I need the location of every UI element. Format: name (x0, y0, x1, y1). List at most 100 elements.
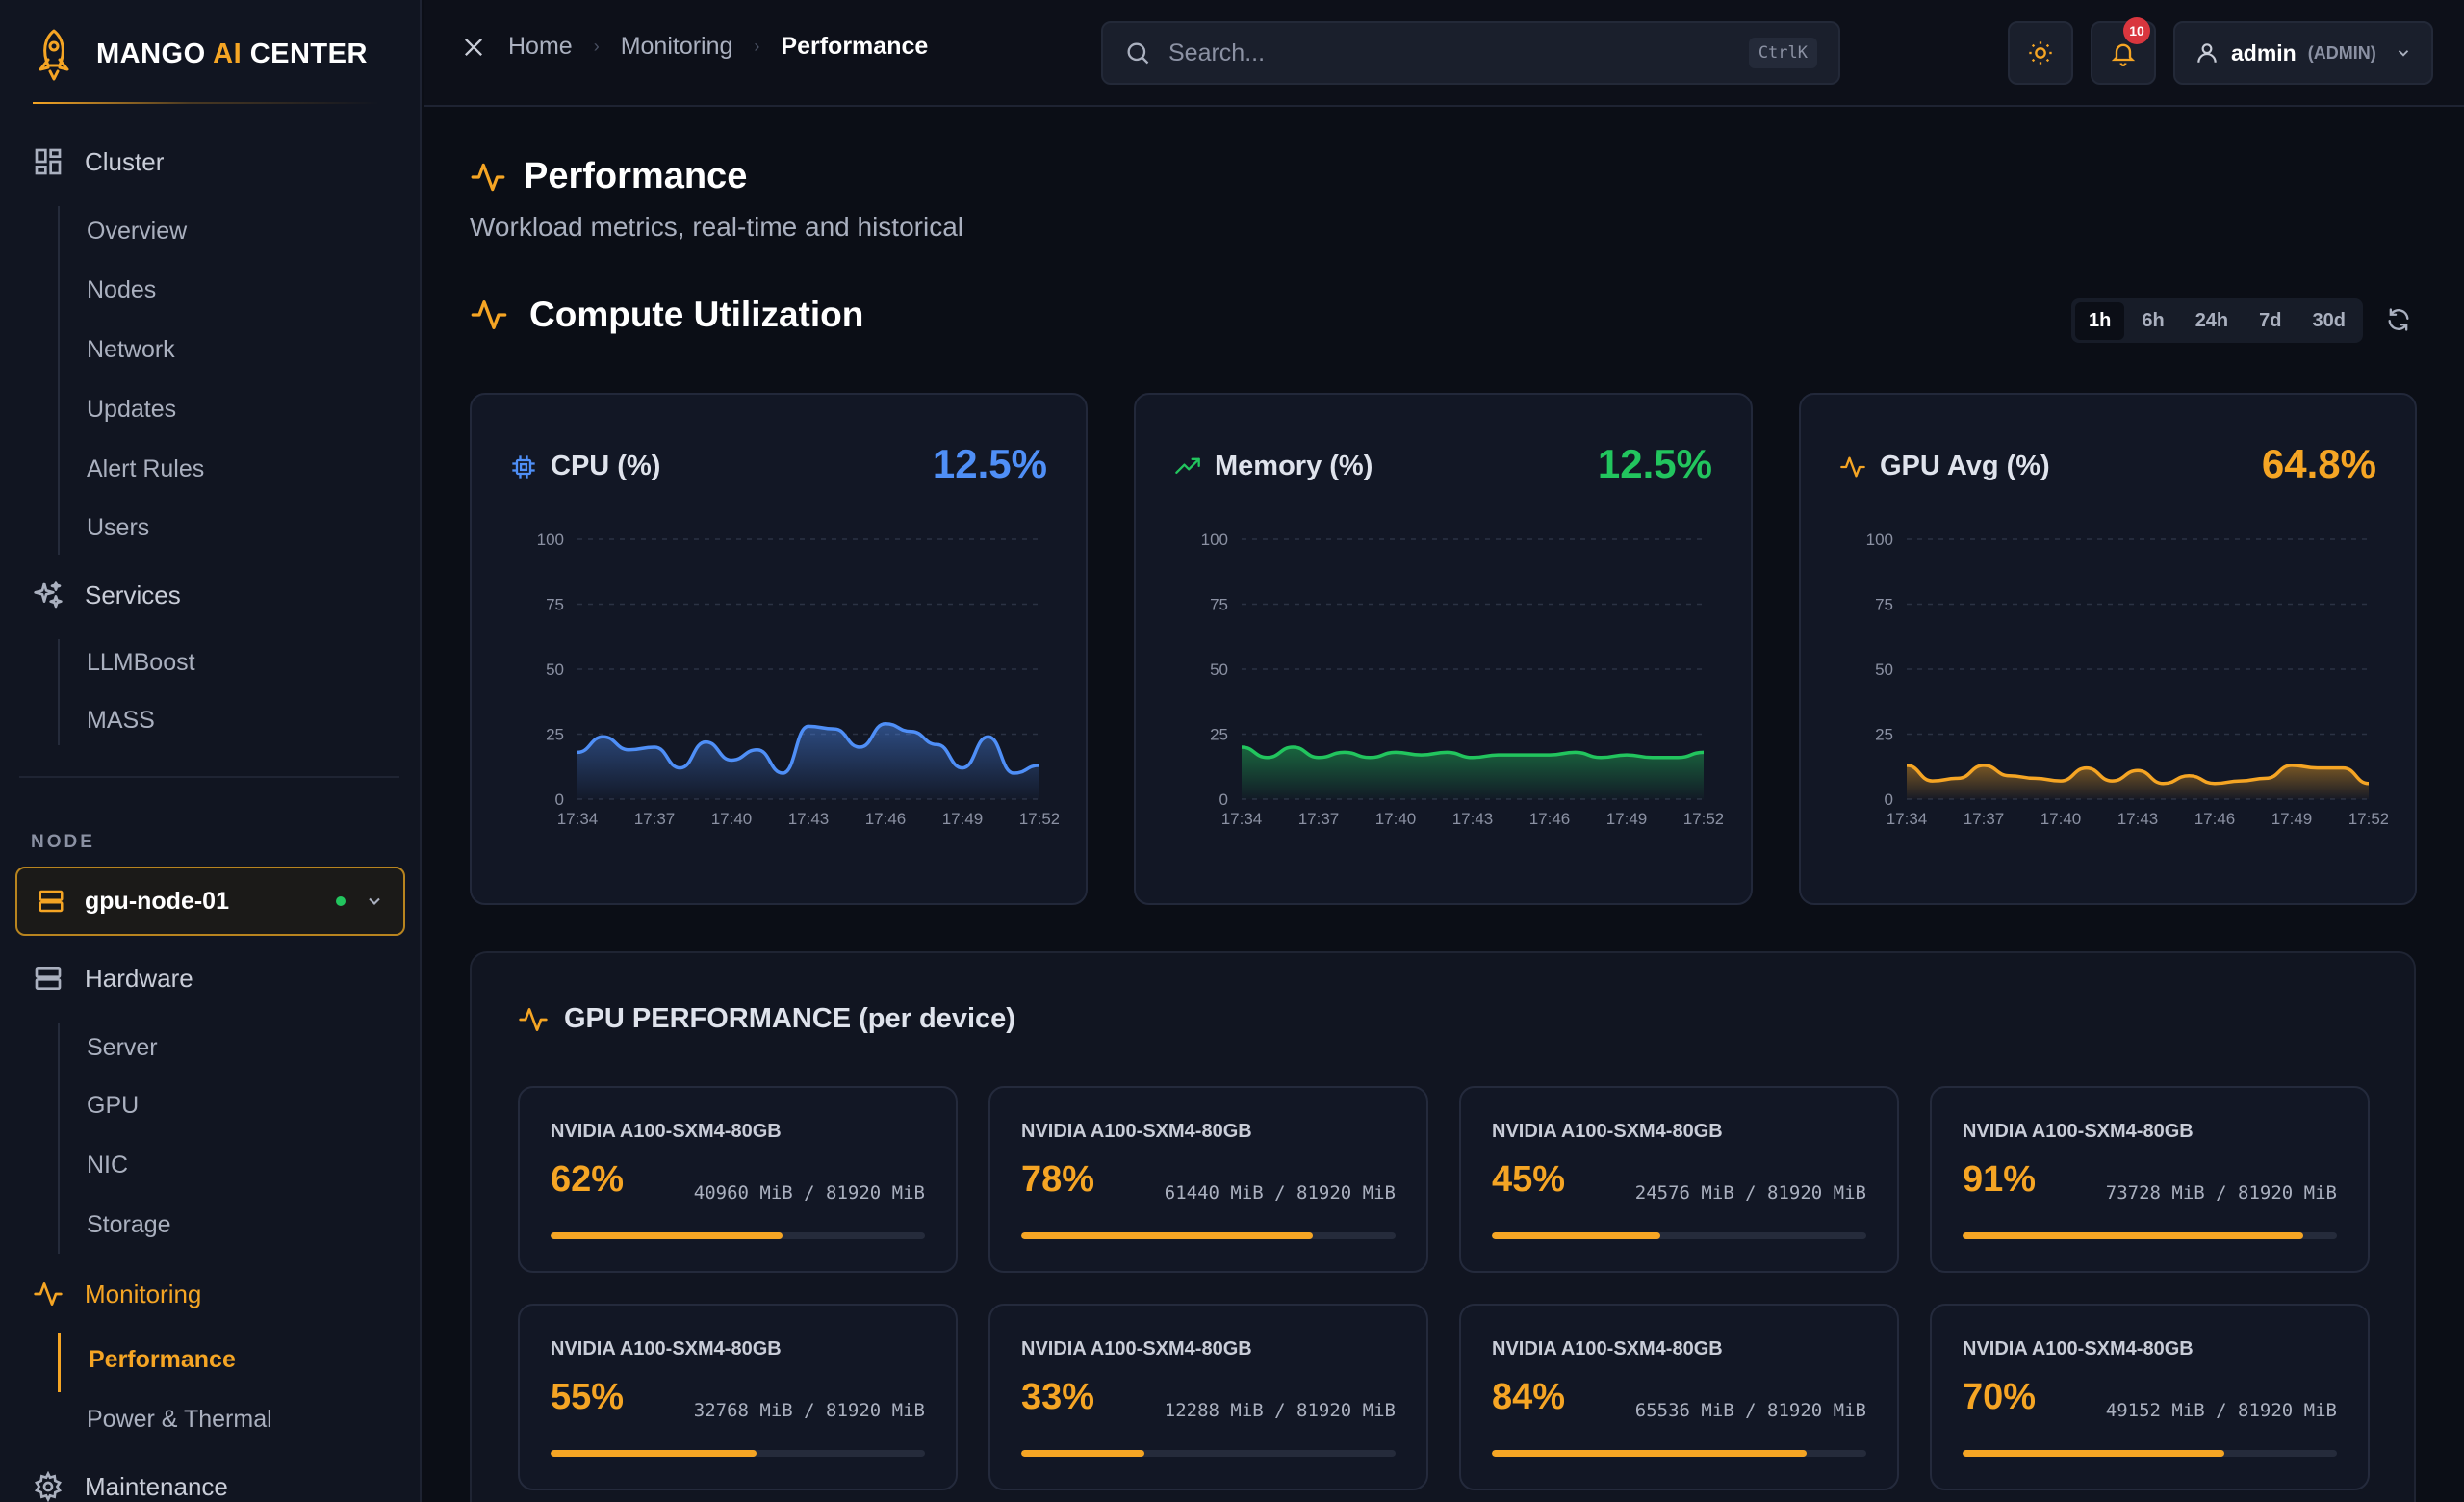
notifications-button[interactable]: 10 (2091, 17, 2156, 85)
sidebar-group-label: Hardware (85, 963, 193, 993)
gpu-panel-title: GPU PERFORMANCE (per device) (518, 1003, 1015, 1035)
sidebar-group-services[interactable]: Services (33, 580, 181, 610)
sidebar-item-mass[interactable]: MASS (87, 707, 155, 734)
metric-header: GPU Avg (%) (1839, 451, 2050, 482)
refresh-icon (2388, 308, 2409, 331)
logo-divider (33, 102, 379, 104)
sidebar-group-label: Maintenance (85, 1471, 228, 1501)
sidebar-item-gpu[interactable]: GPU (87, 1092, 140, 1119)
submenu-line (58, 1023, 60, 1254)
activity-icon (471, 300, 507, 329)
gpu-device-card[interactable]: NVIDIA A100-SXM4-80GB 62% 40960 MiB / 8192… (518, 1086, 958, 1273)
chart-y-tick-label: 0 (555, 790, 564, 809)
breadcrumb-current: Performance (781, 33, 929, 60)
gpu-device-card[interactable]: NVIDIA A100-SXM4-80GB 45% 24576 MiB / 8192… (1459, 1086, 1899, 1273)
chart-x-tick-label: 17:40 (1375, 810, 1417, 828)
sidebar-item-server[interactable]: Server (87, 1034, 158, 1061)
metric-label: GPU Avg (%) (1880, 451, 2050, 481)
search-input[interactable] (1168, 39, 1732, 67)
sidebar-group-cluster[interactable]: Cluster (33, 146, 164, 177)
gpu-device-name: NVIDIA A100-SXM4-80GB (1021, 1121, 1252, 1142)
sidebar-item-users[interactable]: Users (87, 514, 150, 541)
gpu-device-card[interactable]: NVIDIA A100-SXM4-80GB 78% 61440 MiB / 8192… (988, 1086, 1428, 1273)
activity-icon (471, 163, 505, 191)
grid-icon (35, 148, 62, 175)
sidebar-item-nic[interactable]: NIC (87, 1152, 129, 1178)
gpu-avg-chart: 0 25 50 75 100 17:34 17:37 17:40 17:43 17:46 17:49… (1866, 531, 2388, 828)
app-logo[interactable]: MANGO AI CENTER (33, 21, 368, 87)
sidebar-item-power-thermal[interactable]: Power & Thermal (87, 1406, 272, 1433)
gpu-device-card[interactable]: NVIDIA A100-SXM4-80GB 55% 32768 MiB / 8192… (518, 1304, 958, 1490)
node-selector[interactable]: gpu-node-01 (15, 867, 405, 936)
sidebar-item-nodes[interactable]: Nodes (87, 276, 157, 303)
gpu-device-card[interactable]: NVIDIA A100-SXM4-80GB 70% 49152 MiB / 8192… (1930, 1304, 2370, 1490)
chart-y-tick-label: 0 (1885, 790, 1893, 809)
gpu-utilization-bar (1492, 1232, 1866, 1239)
chart-y-tick-label: 25 (546, 726, 564, 744)
gpu-utilization-bar (1492, 1450, 1866, 1457)
breadcrumb-home[interactable]: Home (508, 33, 573, 60)
breadcrumb-monitoring[interactable]: Monitoring (620, 33, 733, 60)
gpu-utilization: 84% (1492, 1377, 1566, 1417)
time-range-24h[interactable]: 24h (2194, 309, 2229, 331)
chart-y-tick-label: 25 (1210, 726, 1228, 744)
theme-toggle-button[interactable] (2008, 21, 2073, 85)
bell-icon (2111, 43, 2136, 66)
gpu-device-card[interactable]: NVIDIA A100-SXM4-80GB 91% 73728 MiB / 8192… (1930, 1086, 2370, 1273)
gpu-device-card[interactable]: NVIDIA A100-SXM4-80GB 84% 65536 MiB / 8192… (1459, 1304, 1899, 1490)
metric-header: CPU (%) (510, 451, 660, 482)
cpu-icon (512, 454, 535, 479)
sidebar-item-overview[interactable]: Overview (87, 218, 188, 245)
page-title-text: Performance (524, 156, 748, 196)
chart-y-tick-label: 25 (1875, 726, 1893, 744)
app-title: MANGO AI CENTER (96, 38, 368, 69)
search-box[interactable]: CtrlK (1101, 21, 1840, 85)
node-section-label: NODE (31, 832, 95, 852)
sun-icon (2029, 41, 2052, 65)
submenu-line (58, 206, 60, 555)
gpu-avg-metric-card: GPU Avg (%) 64.8% 0 25 50 75 100 17:34 17:37 17… (1799, 393, 2417, 905)
metric-label: CPU (%) (551, 451, 661, 481)
chart-area-fill (578, 723, 1040, 799)
top-bar: Home › Monitoring › Performance CtrlK 10… (424, 0, 2464, 107)
sidebar-group-maintenance[interactable]: Maintenance (33, 1471, 228, 1502)
sidebar-item-llmboost[interactable]: LLMBoost (87, 649, 195, 676)
gpu-device-card[interactable]: NVIDIA A100-SXM4-80GB 33% 12288 MiB / 8192… (988, 1304, 1428, 1490)
sidebar-group-hardware[interactable]: Hardware (33, 963, 193, 994)
time-range-7d[interactable]: 7d (2259, 309, 2282, 331)
cpu-metric-card: CPU (%) 12.5% 0 25 50 75 100 17:34 17:37 17:40 1… (470, 393, 1088, 905)
chart-x-tick-label: 17:52 (1019, 810, 1059, 828)
sidebar-item-storage[interactable]: Storage (87, 1211, 171, 1238)
chart-x-tick-label: 17:37 (1964, 810, 2005, 828)
chart-x-tick-label: 17:34 (1221, 810, 1263, 828)
chart-x-tick-label: 17:46 (2194, 810, 2236, 828)
gpu-device-name: NVIDIA A100-SXM4-80GB (1963, 1338, 2194, 1360)
sidebar-item-updates[interactable]: Updates (87, 396, 177, 423)
sidebar-group-label: Services (85, 580, 181, 609)
section-title-text: Compute Utilization (529, 295, 864, 334)
search-icon (1127, 42, 1149, 65)
time-range-1h[interactable]: 1h (2075, 301, 2125, 340)
sidebar-group-monitoring[interactable]: Monitoring (33, 1279, 201, 1309)
gpu-utilization-bar (1021, 1232, 1396, 1239)
user-menu-button[interactable]: admin (ADMIN) (2173, 21, 2433, 85)
refresh-button[interactable] (2385, 306, 2412, 338)
gpu-device-name: NVIDIA A100-SXM4-80GB (1021, 1338, 1252, 1360)
gpu-performance-panel: GPU PERFORMANCE (per device) NVIDIA A100… (470, 951, 2416, 1502)
time-range-6h[interactable]: 6h (2142, 309, 2165, 331)
server-icon (35, 967, 62, 990)
activity-icon (519, 1007, 548, 1031)
gpu-utilization-bar (551, 1232, 925, 1239)
sidebar-item-network[interactable]: Network (87, 336, 175, 363)
gpu-utilization-bar (1021, 1450, 1396, 1457)
sidebar-item-alert-rules[interactable]: Alert Rules (87, 455, 205, 482)
page-subtitle: Workload metrics, real-time and historic… (470, 212, 963, 242)
gpu-utilization: 78% (1021, 1159, 1095, 1200)
chart-x-tick-label: 17:34 (557, 810, 599, 828)
trending-up-icon (1175, 457, 1200, 474)
sidebar-item-performance[interactable]: Performance (89, 1346, 236, 1373)
gear-icon (35, 1471, 62, 1502)
time-range-30d[interactable]: 30d (2312, 309, 2346, 331)
close-icon[interactable] (460, 34, 487, 61)
server-icon (38, 890, 64, 913)
